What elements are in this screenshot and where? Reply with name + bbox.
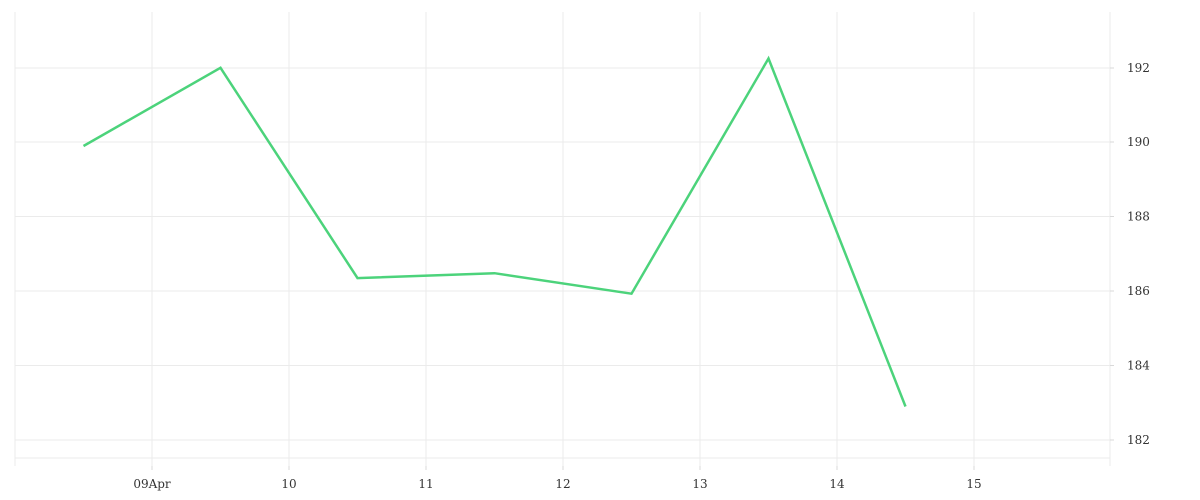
y-gridlines: [15, 67, 1110, 459]
y-tick-label: 190: [1127, 135, 1150, 149]
y-tick-label: 192: [1127, 61, 1150, 75]
x-tick-label: 10: [281, 477, 296, 491]
x-tick-label: 14: [829, 477, 845, 491]
x-tick-label: 11: [418, 477, 433, 491]
x-tick-label: 15: [966, 477, 981, 491]
y-tick-label: 184: [1127, 359, 1150, 373]
x-tick-label: 13: [692, 477, 707, 491]
x-axis: 09Apr 10 11 12 13 14 15: [133, 466, 982, 491]
series-line: [82, 55, 907, 407]
y-tick-label: 186: [1127, 284, 1150, 298]
y-axis: 182 184 186 188 190 192: [1110, 61, 1150, 447]
x-gridlines: [14, 12, 1111, 466]
y-tick-label: 188: [1127, 210, 1150, 224]
x-tick-label: 12: [555, 477, 570, 491]
x-tick-label: 09Apr: [133, 477, 171, 491]
series-layer: [82, 55, 907, 407]
y-tick-label: 182: [1127, 433, 1150, 447]
